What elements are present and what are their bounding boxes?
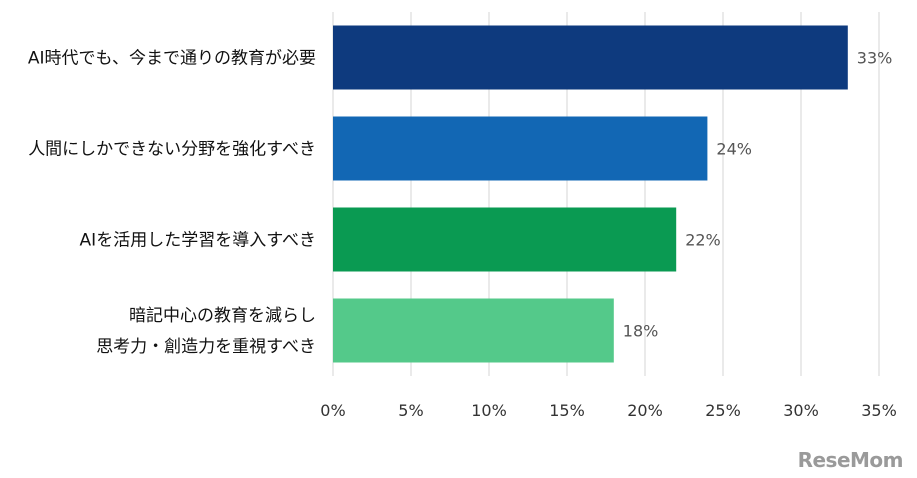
data-label: 22% <box>685 231 721 250</box>
x-tick-label: 10% <box>471 401 507 420</box>
x-tick-label: 35% <box>861 401 897 420</box>
data-labels: 33% 24% 22% 18% <box>623 49 893 341</box>
bar <box>333 25 848 90</box>
x-tick-label: 25% <box>705 401 741 420</box>
category-label: 暗記中心の教育を減らし <box>129 306 316 326</box>
bars <box>333 25 848 363</box>
category-label: AI時代でも、今まで通りの教育が必要 <box>28 49 316 69</box>
x-tick-label: 15% <box>549 401 585 420</box>
data-label: 18% <box>623 322 659 341</box>
resemom-logo: ReseMom <box>797 448 904 472</box>
bar <box>333 298 614 363</box>
x-tick-label: 20% <box>627 401 663 420</box>
category-label: 人間にしかできない分野を強化すべき <box>28 140 316 160</box>
data-label: 24% <box>716 140 752 159</box>
category-label: AIを活用した学習を導入すべき <box>80 231 316 251</box>
x-axis-tick-labels: 0% 5% 10% 15% 20% 25% 30% 35% <box>320 401 896 420</box>
x-tick-label: 5% <box>398 401 423 420</box>
bar <box>333 116 708 181</box>
x-tick-label: 30% <box>783 401 819 420</box>
category-label: 思考力・創造力を重視すべき <box>96 337 316 357</box>
data-label: 33% <box>857 49 893 68</box>
x-tick-label: 0% <box>320 401 345 420</box>
bar <box>333 207 677 272</box>
